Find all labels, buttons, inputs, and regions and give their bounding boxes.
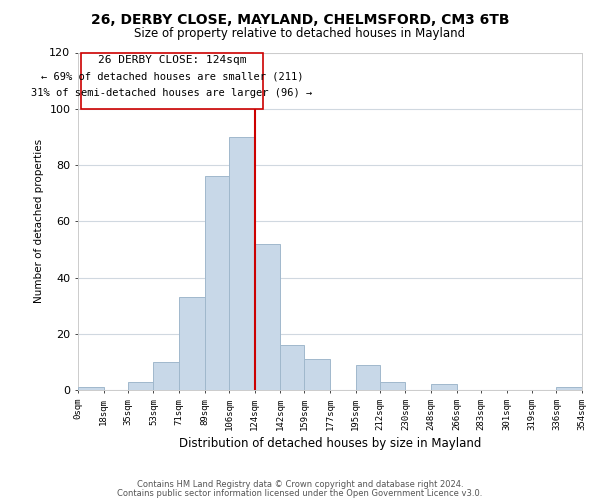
Bar [556, 387, 582, 390]
Bar [205, 176, 229, 390]
Text: 26, DERBY CLOSE, MAYLAND, CHELMSFORD, CM3 6TB: 26, DERBY CLOSE, MAYLAND, CHELMSFORD, CM… [91, 12, 509, 26]
Bar [179, 297, 205, 390]
Text: Size of property relative to detached houses in Mayland: Size of property relative to detached ho… [134, 28, 466, 40]
FancyBboxPatch shape [81, 52, 263, 109]
Bar [304, 359, 330, 390]
Text: Contains public sector information licensed under the Open Government Licence v3: Contains public sector information licen… [118, 488, 482, 498]
Bar [254, 244, 280, 390]
Bar [431, 384, 457, 390]
Bar [154, 362, 179, 390]
Text: 26 DERBY CLOSE: 124sqm: 26 DERBY CLOSE: 124sqm [98, 54, 246, 64]
Text: 31% of semi-detached houses are larger (96) →: 31% of semi-detached houses are larger (… [31, 88, 313, 99]
Bar [78, 387, 104, 390]
Bar [229, 137, 254, 390]
Bar [280, 345, 304, 390]
X-axis label: Distribution of detached houses by size in Mayland: Distribution of detached houses by size … [179, 437, 481, 450]
Bar [128, 382, 154, 390]
Y-axis label: Number of detached properties: Number of detached properties [34, 139, 44, 304]
Text: Contains HM Land Registry data © Crown copyright and database right 2024.: Contains HM Land Registry data © Crown c… [137, 480, 463, 489]
Bar [380, 382, 406, 390]
Bar [356, 364, 380, 390]
Text: ← 69% of detached houses are smaller (211): ← 69% of detached houses are smaller (21… [41, 72, 303, 82]
